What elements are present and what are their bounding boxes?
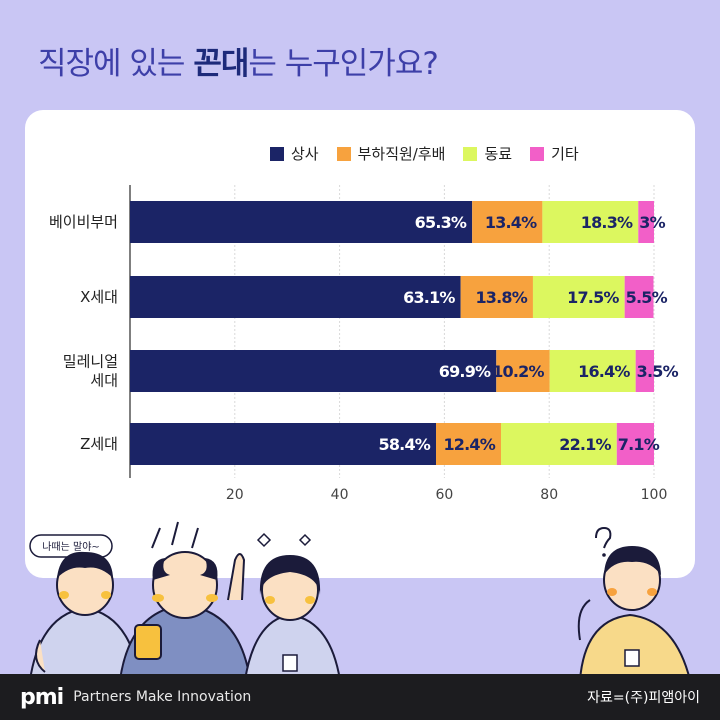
- pmi-logo: pmi: [20, 684, 64, 710]
- category-label-0-0: 베이비부머: [49, 213, 118, 231]
- bar-3-0: [638, 201, 654, 243]
- legend-swatch-0: [270, 146, 284, 161]
- source-credit: 자료=(주)피앰아이: [587, 690, 700, 706]
- category-label-2-0: 밀레니얼: [63, 353, 118, 371]
- page-title: 직장에 있는 꼰대는 누구인가요?: [38, 38, 439, 83]
- data-label-1-2: 10.2%: [492, 362, 544, 381]
- data-label-3-0: 3%: [639, 213, 665, 232]
- person-2-illustration: [118, 521, 252, 681]
- data-label-2-3: 22.1%: [559, 435, 611, 454]
- data-label-2-1: 17.5%: [567, 288, 619, 307]
- bar-3-2: [635, 350, 654, 392]
- bar-0-0: [130, 201, 473, 243]
- legend-item-2: 동료: [463, 143, 512, 164]
- legend-label-2: 동료: [484, 145, 513, 163]
- data-label-1-1: 13.8%: [475, 288, 527, 307]
- bar-0-1: [130, 276, 461, 318]
- speech-bubble: 나때는 말야~: [29, 534, 113, 558]
- data-label-1-0: 13.4%: [485, 213, 537, 232]
- bar-0-3: [130, 423, 437, 465]
- chart-card: [25, 110, 695, 578]
- x-tick-label-20: 20: [226, 487, 244, 503]
- person-4-illustration: [577, 526, 692, 681]
- legend-item-3: 기타: [530, 143, 579, 164]
- x-tick-label-80: 80: [540, 487, 558, 503]
- bar-2-0: [542, 201, 639, 243]
- data-label-0-2: 69.9%: [439, 362, 491, 381]
- bar-1-3: [436, 423, 501, 465]
- speech-bubble-text: 나때는 말야~: [42, 541, 100, 553]
- legend-swatch-2: [463, 146, 478, 161]
- bar-1-2: [496, 350, 550, 392]
- title-emphasis: 꼰대: [193, 46, 249, 82]
- data-label-0-3: 58.4%: [379, 435, 431, 454]
- legend-label-0: 상사: [291, 145, 319, 163]
- footer-tagline: Partners Make Innovation: [73, 689, 252, 705]
- legend-label-3: 기타: [551, 145, 579, 163]
- bar-3-1: [624, 276, 654, 318]
- data-label-3-1: 5.5%: [626, 288, 668, 307]
- x-tick-label-100: 100: [641, 487, 668, 503]
- x-tick-label-60: 60: [435, 487, 453, 503]
- data-label-2-0: 18.3%: [581, 213, 633, 232]
- footer: pmi Partners Make Innovation 자료=(주)피앰아이: [0, 674, 720, 720]
- legend-swatch-3: [530, 146, 545, 161]
- data-label-0-0: 65.3%: [415, 213, 467, 232]
- data-label-3-3: 7.1%: [618, 435, 660, 454]
- x-tick-label-40: 40: [331, 487, 349, 503]
- bar-2-3: [500, 423, 617, 465]
- bar-2-1: [532, 276, 625, 318]
- person-3-illustration: [243, 532, 342, 681]
- data-label-2-2: 16.4%: [578, 362, 630, 381]
- legend-item-0: 상사: [270, 143, 319, 164]
- legend-swatch-1: [336, 146, 351, 161]
- bar-1-1: [460, 276, 533, 318]
- data-label-0-1: 63.1%: [403, 288, 455, 307]
- data-label-1-3: 12.4%: [443, 435, 495, 454]
- bar-0-2: [130, 350, 497, 392]
- data-label-3-2: 3.5%: [637, 362, 679, 381]
- title-part-1: 직장에 있는: [38, 46, 194, 82]
- bar-2-2: [549, 350, 636, 392]
- chart-legend: 상사 부하직원/후배 동료 기타: [270, 143, 579, 164]
- title-part-2: 는 누구인가요?: [248, 46, 438, 82]
- footer-brand: pmi Partners Make Innovation: [20, 685, 251, 710]
- category-label-3-0: Z세대: [80, 435, 118, 453]
- category-label-1-0: X세대: [80, 288, 118, 306]
- legend-item-1: 부하직원/후배: [336, 143, 446, 164]
- category-label-2-1: 세대: [90, 372, 118, 390]
- legend-label-1: 부하직원/후배: [357, 145, 446, 163]
- bar-3-3: [616, 423, 654, 465]
- bar-1-0: [472, 201, 543, 243]
- person-1-illustration: [28, 551, 142, 681]
